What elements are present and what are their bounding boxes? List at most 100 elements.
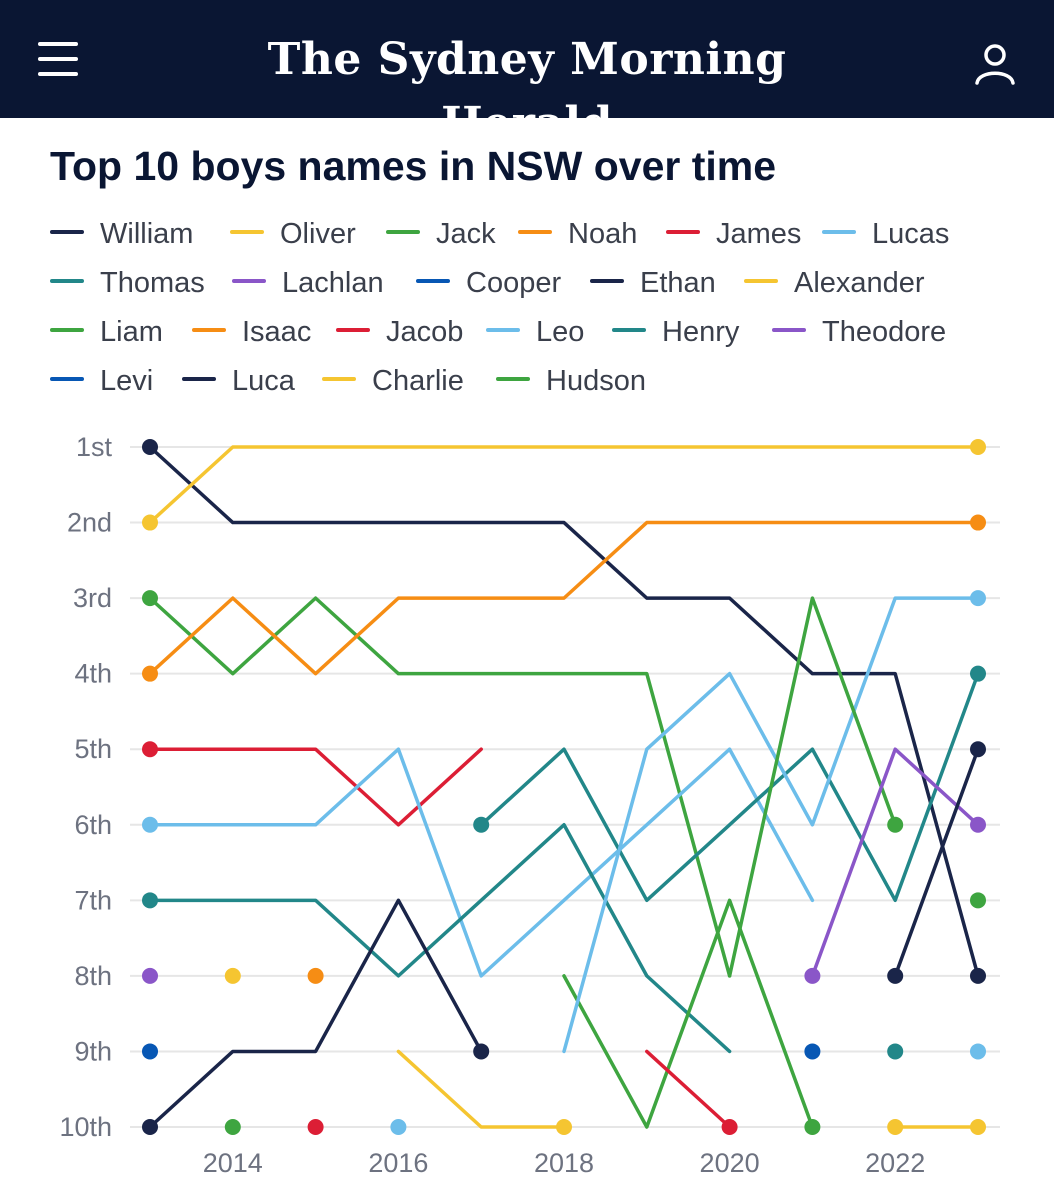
legend-item-liam[interactable]: Liam: [50, 312, 163, 352]
series-noah-line: [148, 520, 980, 676]
y-axis-labels: 1st 2nd 3rd 4th 5th 6th 7th 8th 9th 10th: [59, 432, 112, 1142]
legend-item-james[interactable]: James: [666, 214, 801, 254]
series-alexander-point: [224, 967, 241, 984]
hamburger-menu-icon[interactable]: [38, 40, 80, 78]
legend-swatch: [590, 279, 624, 284]
legend-item-charlie[interactable]: Charlie: [322, 361, 464, 401]
legend-label: Isaac: [242, 316, 312, 348]
series-luca-point: [970, 741, 986, 758]
legend-swatch: [496, 377, 530, 382]
legend-item-henry[interactable]: Henry: [612, 312, 739, 352]
legend-swatch: [612, 328, 646, 333]
legend-item-noah[interactable]: Noah: [518, 214, 637, 254]
series-lachlan-point: [142, 967, 158, 984]
legend-swatch: [50, 328, 84, 333]
series-william-point: [970, 967, 986, 984]
legend-swatch: [386, 230, 420, 235]
legend-label: James: [716, 218, 802, 250]
y-tick-label: 6th: [74, 810, 112, 840]
x-tick-label: 2020: [700, 1148, 760, 1178]
x-tick-label: 2014: [203, 1148, 263, 1178]
legend-item-jacob[interactable]: Jacob: [336, 312, 463, 352]
y-tick-label: 10th: [59, 1112, 112, 1142]
legend-item-alexander[interactable]: Alexander: [744, 263, 925, 303]
series-hudson-point: [804, 1119, 821, 1135]
series-liam-point: [224, 1119, 241, 1135]
legend-label: Henry: [662, 316, 740, 348]
legend-item-luca[interactable]: Luca: [182, 361, 295, 401]
series-leo-point: [970, 1043, 986, 1060]
x-tick-label: 2016: [368, 1148, 428, 1178]
series-henry-point: [970, 665, 986, 682]
legend-item-leo[interactable]: Leo: [486, 312, 584, 352]
legend-label: Lachlan: [282, 267, 384, 299]
legend-swatch: [744, 279, 778, 284]
legend-label: Levi: [100, 365, 154, 397]
legend-row: Liam Isaac Jacob Leo Henry Theodore: [50, 312, 1030, 361]
series-jack-point: [142, 590, 158, 607]
series-james-line: [148, 747, 483, 827]
series-thomas-point: [142, 892, 158, 909]
series-points: [142, 439, 986, 1135]
series-oliver-line: [148, 445, 980, 525]
legend-item-theodore[interactable]: Theodore: [772, 312, 946, 352]
series-thomas-point: [887, 1043, 904, 1060]
series-theodore-point: [804, 967, 821, 984]
legend-swatch: [232, 279, 266, 284]
legend-swatch: [666, 230, 700, 235]
legend-swatch: [822, 230, 856, 235]
series-henry-line: [479, 671, 980, 903]
series-charlie-line: [396, 1049, 566, 1129]
legend-item-hudson[interactable]: Hudson: [496, 361, 646, 401]
series-noah-point: [142, 665, 158, 682]
series-jack-line: [727, 596, 897, 978]
series-theodore-point: [970, 816, 986, 833]
legend-label: Lucas: [872, 218, 950, 250]
y-tick-label: 9th: [74, 1036, 112, 1066]
series-william-point: [142, 439, 158, 455]
rank-line-chart: 1st 2nd 3rd 4th 5th 6th 7th 8th 9th 10th 2014 2016…: [59, 432, 1000, 1178]
legend-swatch: [192, 328, 226, 333]
series-ethan-point: [473, 1043, 490, 1060]
legend-item-cooper[interactable]: Cooper: [416, 263, 561, 303]
legend-item-jack[interactable]: Jack: [386, 214, 496, 254]
legend-label: Luca: [232, 365, 295, 397]
legend-label: Noah: [568, 218, 638, 250]
series-noah-point: [970, 514, 986, 531]
series-oliver-point: [970, 439, 986, 455]
grid-lines: [130, 446, 1000, 1128]
legend-label: Alexander: [794, 267, 925, 299]
legend-item-isaac[interactable]: Isaac: [192, 312, 311, 352]
legend-label: Hudson: [546, 365, 646, 397]
legend-swatch: [50, 377, 84, 382]
top-navigation-bar: The Sydney Morning Herald: [0, 0, 1054, 149]
y-tick-label: 5th: [74, 734, 112, 764]
series-oliver-point: [142, 514, 158, 531]
series-lucas-line: [562, 596, 980, 1054]
legend-swatch: [182, 377, 216, 382]
legend-label: Theodore: [822, 316, 947, 348]
legend-item-ethan[interactable]: Ethan: [590, 263, 716, 303]
series-luca-point: [887, 967, 904, 984]
masthead-logo[interactable]: The Sydney Morning Herald: [267, 34, 787, 149]
user-account-icon[interactable]: [972, 40, 1018, 86]
legend-swatch: [486, 328, 520, 333]
legend-item-lachlan[interactable]: Lachlan: [232, 263, 384, 303]
legend-item-william[interactable]: William: [50, 214, 193, 254]
y-tick-label: 4th: [74, 659, 112, 689]
y-tick-label: 8th: [74, 961, 112, 991]
series-charlie-point: [556, 1119, 572, 1135]
legend-item-oliver[interactable]: Oliver: [230, 214, 356, 254]
legend-label: Cooper: [466, 267, 562, 299]
legend-item-lucas[interactable]: Lucas: [822, 214, 949, 254]
chart-title: Top 10 boys names in NSW over time: [50, 143, 777, 189]
legend-item-levi[interactable]: Levi: [50, 361, 153, 401]
legend-item-thomas[interactable]: Thomas: [50, 263, 205, 303]
chart-legend: William Oliver Jack Noah James Lucas Thomas Lac…: [50, 214, 1030, 410]
series-levi-point: [804, 1043, 821, 1060]
series-lucas-line: [148, 747, 815, 978]
legend-swatch: [322, 377, 356, 382]
series-ethan-line: [148, 898, 483, 1129]
series-ethan-point: [142, 1119, 158, 1135]
legend-label: Thomas: [100, 267, 205, 299]
